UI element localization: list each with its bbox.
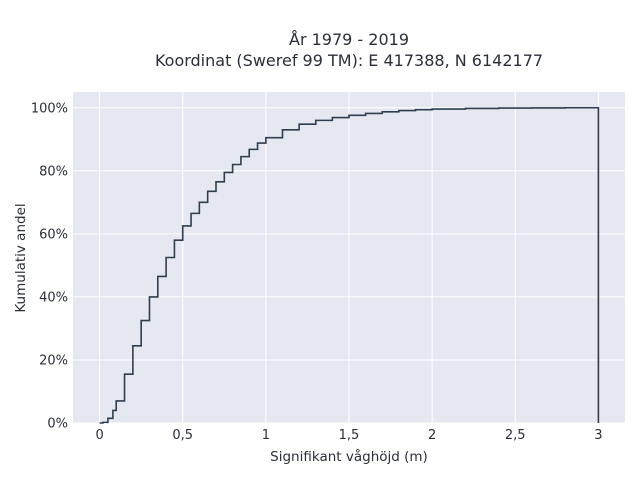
x-tick-label: 1 [262, 428, 270, 443]
y-tick-label: 40% [39, 290, 68, 305]
y-tick-label: 20% [39, 353, 68, 368]
grid-lines [73, 92, 625, 424]
y-tick-label: 100% [31, 101, 68, 116]
y-tick-label: 60% [39, 227, 68, 242]
data-layer [99, 106, 600, 424]
y-tick-label: 0% [47, 417, 68, 432]
y-axis-label: Kumulativ andel [13, 203, 29, 312]
chart-subtitle: Koordinat (Sweref 99 TM): E 417388, N 61… [155, 51, 543, 70]
x-tick-label: 3 [594, 428, 602, 443]
x-tick-label: 2 [428, 428, 436, 443]
chart-title: År 1979 - 2019 [289, 30, 409, 49]
x-tick-label: 2,5 [505, 428, 526, 443]
y-tick-label: 80% [39, 164, 68, 179]
x-tick-label: 0 [95, 428, 103, 443]
x-tick-label: 0,5 [172, 428, 193, 443]
cdf-series-line [99, 106, 600, 424]
tick-labels: 0 0,5 1 1,5 2 2,5 3 0% 20% 40% 60% 80% 100% [31, 101, 603, 443]
x-tick-label: 1,5 [339, 428, 360, 443]
x-axis-label: Signifikant våghöjd (m) [270, 448, 428, 465]
